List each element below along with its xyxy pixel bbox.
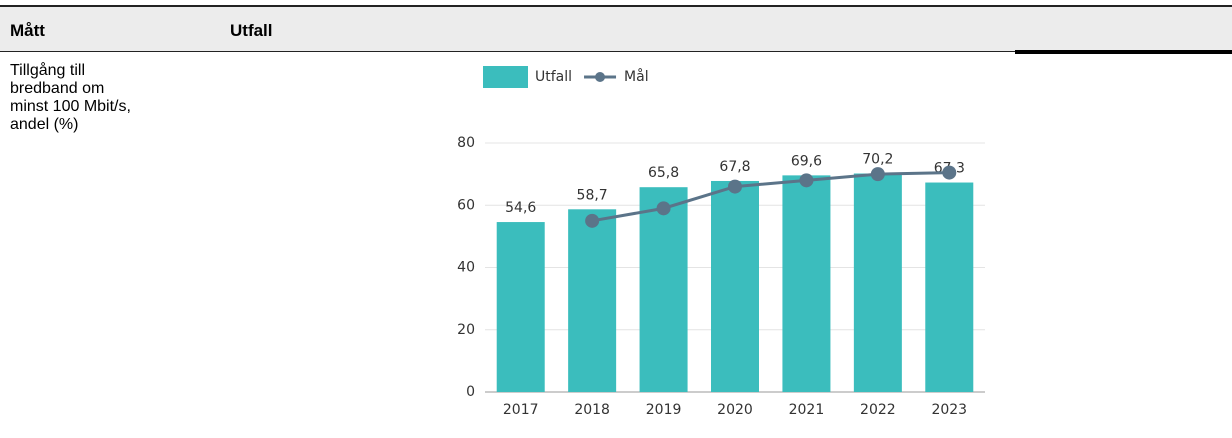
bar: [568, 209, 617, 392]
data-label: 58,7: [577, 187, 608, 203]
row-label: Tillgång till bredband om minst 100 Mbit…: [10, 62, 131, 133]
point: [656, 201, 671, 216]
legend-label: Mål: [624, 68, 649, 85]
x-tick-label: 2022: [860, 402, 896, 418]
bar: [639, 187, 688, 392]
data-label: 54,6: [505, 200, 536, 216]
point: [870, 167, 885, 182]
data-label: 67,8: [719, 159, 750, 175]
x-tick-label: 2021: [789, 402, 825, 418]
y-tick-label: 0: [466, 384, 475, 400]
point: [942, 165, 957, 180]
data-label: 70,2: [862, 152, 893, 168]
data-label: 65,8: [648, 165, 679, 181]
bar: [782, 175, 831, 392]
legend-marker: [595, 72, 606, 82]
data-label: 69,6: [791, 153, 822, 169]
x-tick-label: 2020: [717, 402, 753, 418]
point: [585, 213, 600, 228]
y-tick-label: 20: [457, 322, 475, 338]
header-cell: Mått: [10, 21, 45, 40]
y-tick-label: 60: [457, 197, 475, 213]
x-tick-label: 2017: [503, 402, 539, 418]
header-cell: Utfall: [230, 21, 273, 40]
y-tick-label: 80: [457, 135, 475, 151]
bar: [925, 182, 974, 392]
bar: [711, 180, 759, 392]
bar: [496, 222, 545, 392]
point: [728, 179, 742, 194]
x-tick-label: 2019: [646, 402, 682, 418]
bar: [853, 173, 902, 392]
x-tick-label: 2023: [931, 402, 967, 418]
point: [799, 173, 814, 188]
legend-swatch: [483, 66, 528, 88]
y-tick-label: 40: [457, 260, 475, 276]
table-header: Mått Utfall: [0, 5, 1232, 52]
line: [591, 171, 950, 223]
legend-label: Utfall: [535, 69, 572, 85]
x-tick-label: 2018: [574, 402, 610, 418]
border: [1015, 50, 1232, 54]
